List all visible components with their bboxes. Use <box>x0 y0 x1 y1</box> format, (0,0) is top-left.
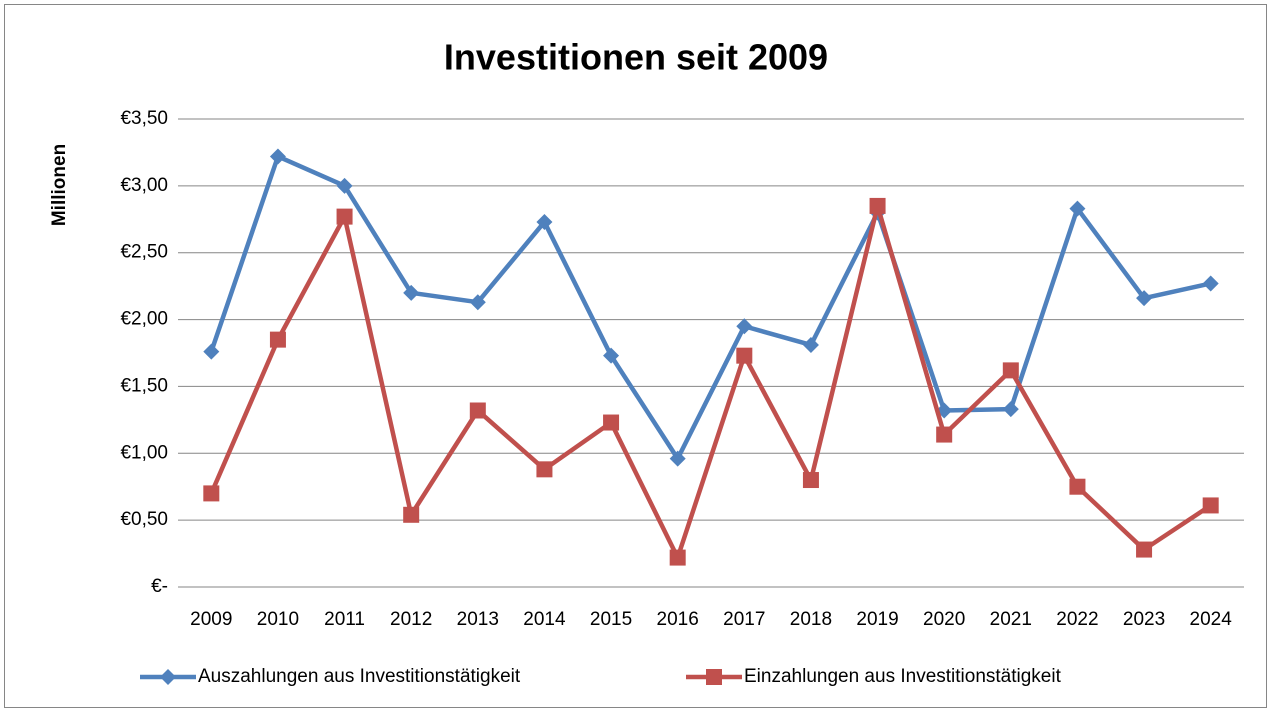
x-tick-label: 2010 <box>257 609 299 630</box>
marker <box>1069 478 1086 495</box>
series-line <box>209 203 1212 560</box>
y-tick-label: €3,50 <box>120 108 168 129</box>
marker <box>403 284 420 301</box>
series-line <box>209 154 1212 461</box>
marker <box>936 426 953 443</box>
marker <box>203 485 220 502</box>
marker <box>1069 200 1086 217</box>
marker <box>1136 290 1153 307</box>
marker <box>603 414 620 431</box>
marker <box>536 461 553 478</box>
x-tick-label: 2019 <box>856 609 898 630</box>
marker <box>1002 362 1019 379</box>
x-tick-label: 2023 <box>1123 609 1165 630</box>
marker <box>1136 541 1153 558</box>
x-tick-label: 2012 <box>390 609 432 630</box>
y-tick-label: €1,00 <box>120 442 168 463</box>
x-tick-label: 2018 <box>790 609 832 630</box>
marker <box>802 472 819 489</box>
legend-label: Auszahlungen aus Investitionstätigkeit <box>198 666 521 687</box>
x-tick-label: 2021 <box>990 609 1032 630</box>
x-tick-label: 2009 <box>190 609 232 630</box>
x-tick-label: 2013 <box>457 609 499 630</box>
marker <box>1002 401 1019 418</box>
x-tick-label: 2011 <box>324 609 365 630</box>
y-tick-label: €0,50 <box>120 509 168 530</box>
marker <box>736 318 753 335</box>
x-tick-label: 2022 <box>1056 609 1098 630</box>
marker <box>802 336 819 353</box>
marker <box>536 213 553 230</box>
marker <box>736 347 753 364</box>
y-axis-label: Millionen <box>49 144 70 226</box>
x-tick-label: 2014 <box>523 609 566 630</box>
marker <box>1202 275 1219 292</box>
y-tick-label: €2,00 <box>120 309 168 330</box>
x-tick-label: 2024 <box>1190 609 1233 630</box>
y-tick-label: €3,00 <box>120 175 168 196</box>
marker <box>706 669 722 685</box>
chart-border <box>4 4 1267 708</box>
marker <box>160 669 176 685</box>
marker <box>469 294 486 311</box>
y-tick-label: €2,50 <box>120 242 168 263</box>
marker <box>1202 497 1219 514</box>
marker <box>403 506 420 523</box>
marker <box>869 197 886 214</box>
y-tick-label: €1,50 <box>120 375 168 396</box>
x-tick-label: 2016 <box>657 609 699 630</box>
marker <box>469 402 486 419</box>
marker <box>669 549 686 566</box>
legend-label: Einzahlungen aus Investitionstätigkeit <box>744 666 1062 687</box>
marker <box>603 347 620 364</box>
marker <box>336 177 353 194</box>
marker <box>669 450 686 467</box>
y-tick-label: €- <box>151 576 168 597</box>
marker <box>203 343 220 360</box>
x-tick-label: 2015 <box>590 609 632 630</box>
marker <box>269 148 286 165</box>
marker <box>336 208 353 225</box>
x-tick-label: 2017 <box>723 609 765 630</box>
marker <box>269 331 286 348</box>
chart-title: Investitionen seit 2009 <box>444 37 828 78</box>
x-tick-label: 2020 <box>923 609 965 630</box>
